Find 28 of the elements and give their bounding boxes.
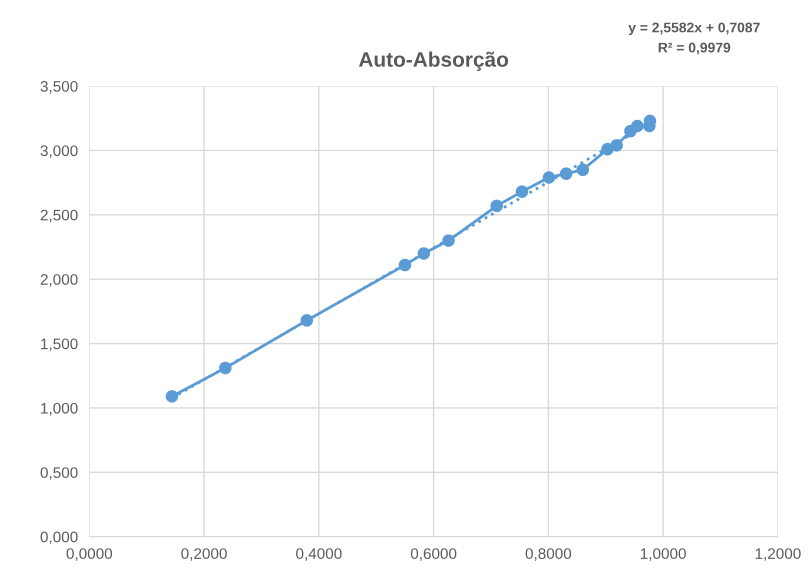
y-tick-label: 2,000 [40,274,78,287]
point [442,234,455,247]
y-tick-label: 1,000 [41,402,78,416]
x-tick-label: 0,4000 [296,548,342,561]
x-tick-label: 0,8000 [526,548,572,561]
y-tick-label: 3,000 [40,145,78,158]
x-tick-label: 0,2000 [181,548,227,561]
y-tick-label: 3,500 [40,80,78,94]
y-tick-label: 0,500 [40,467,78,480]
x-tick-label: 0,6000 [410,548,456,561]
point [166,390,178,403]
y-tick-label: 2,500 [40,210,78,222]
point [516,185,528,198]
x-tick-label: 0,0000 [66,548,112,561]
point [631,120,644,132]
text: R² = 0,9979 [658,42,730,55]
x-tick-label: 1,0000 [640,548,686,561]
point [542,171,556,184]
point [219,362,232,374]
point [610,139,623,152]
point [300,314,314,327]
point [490,200,503,212]
y-tick-label: 1,500 [41,338,78,352]
y-tick-label: 0,000 [40,532,78,544]
x-tick-label: 1,2000 [756,548,801,561]
point [576,164,590,176]
chart-title: Auto-Absorção [358,52,508,71]
text: y = 2,5582x + 0,7087 [628,22,760,36]
